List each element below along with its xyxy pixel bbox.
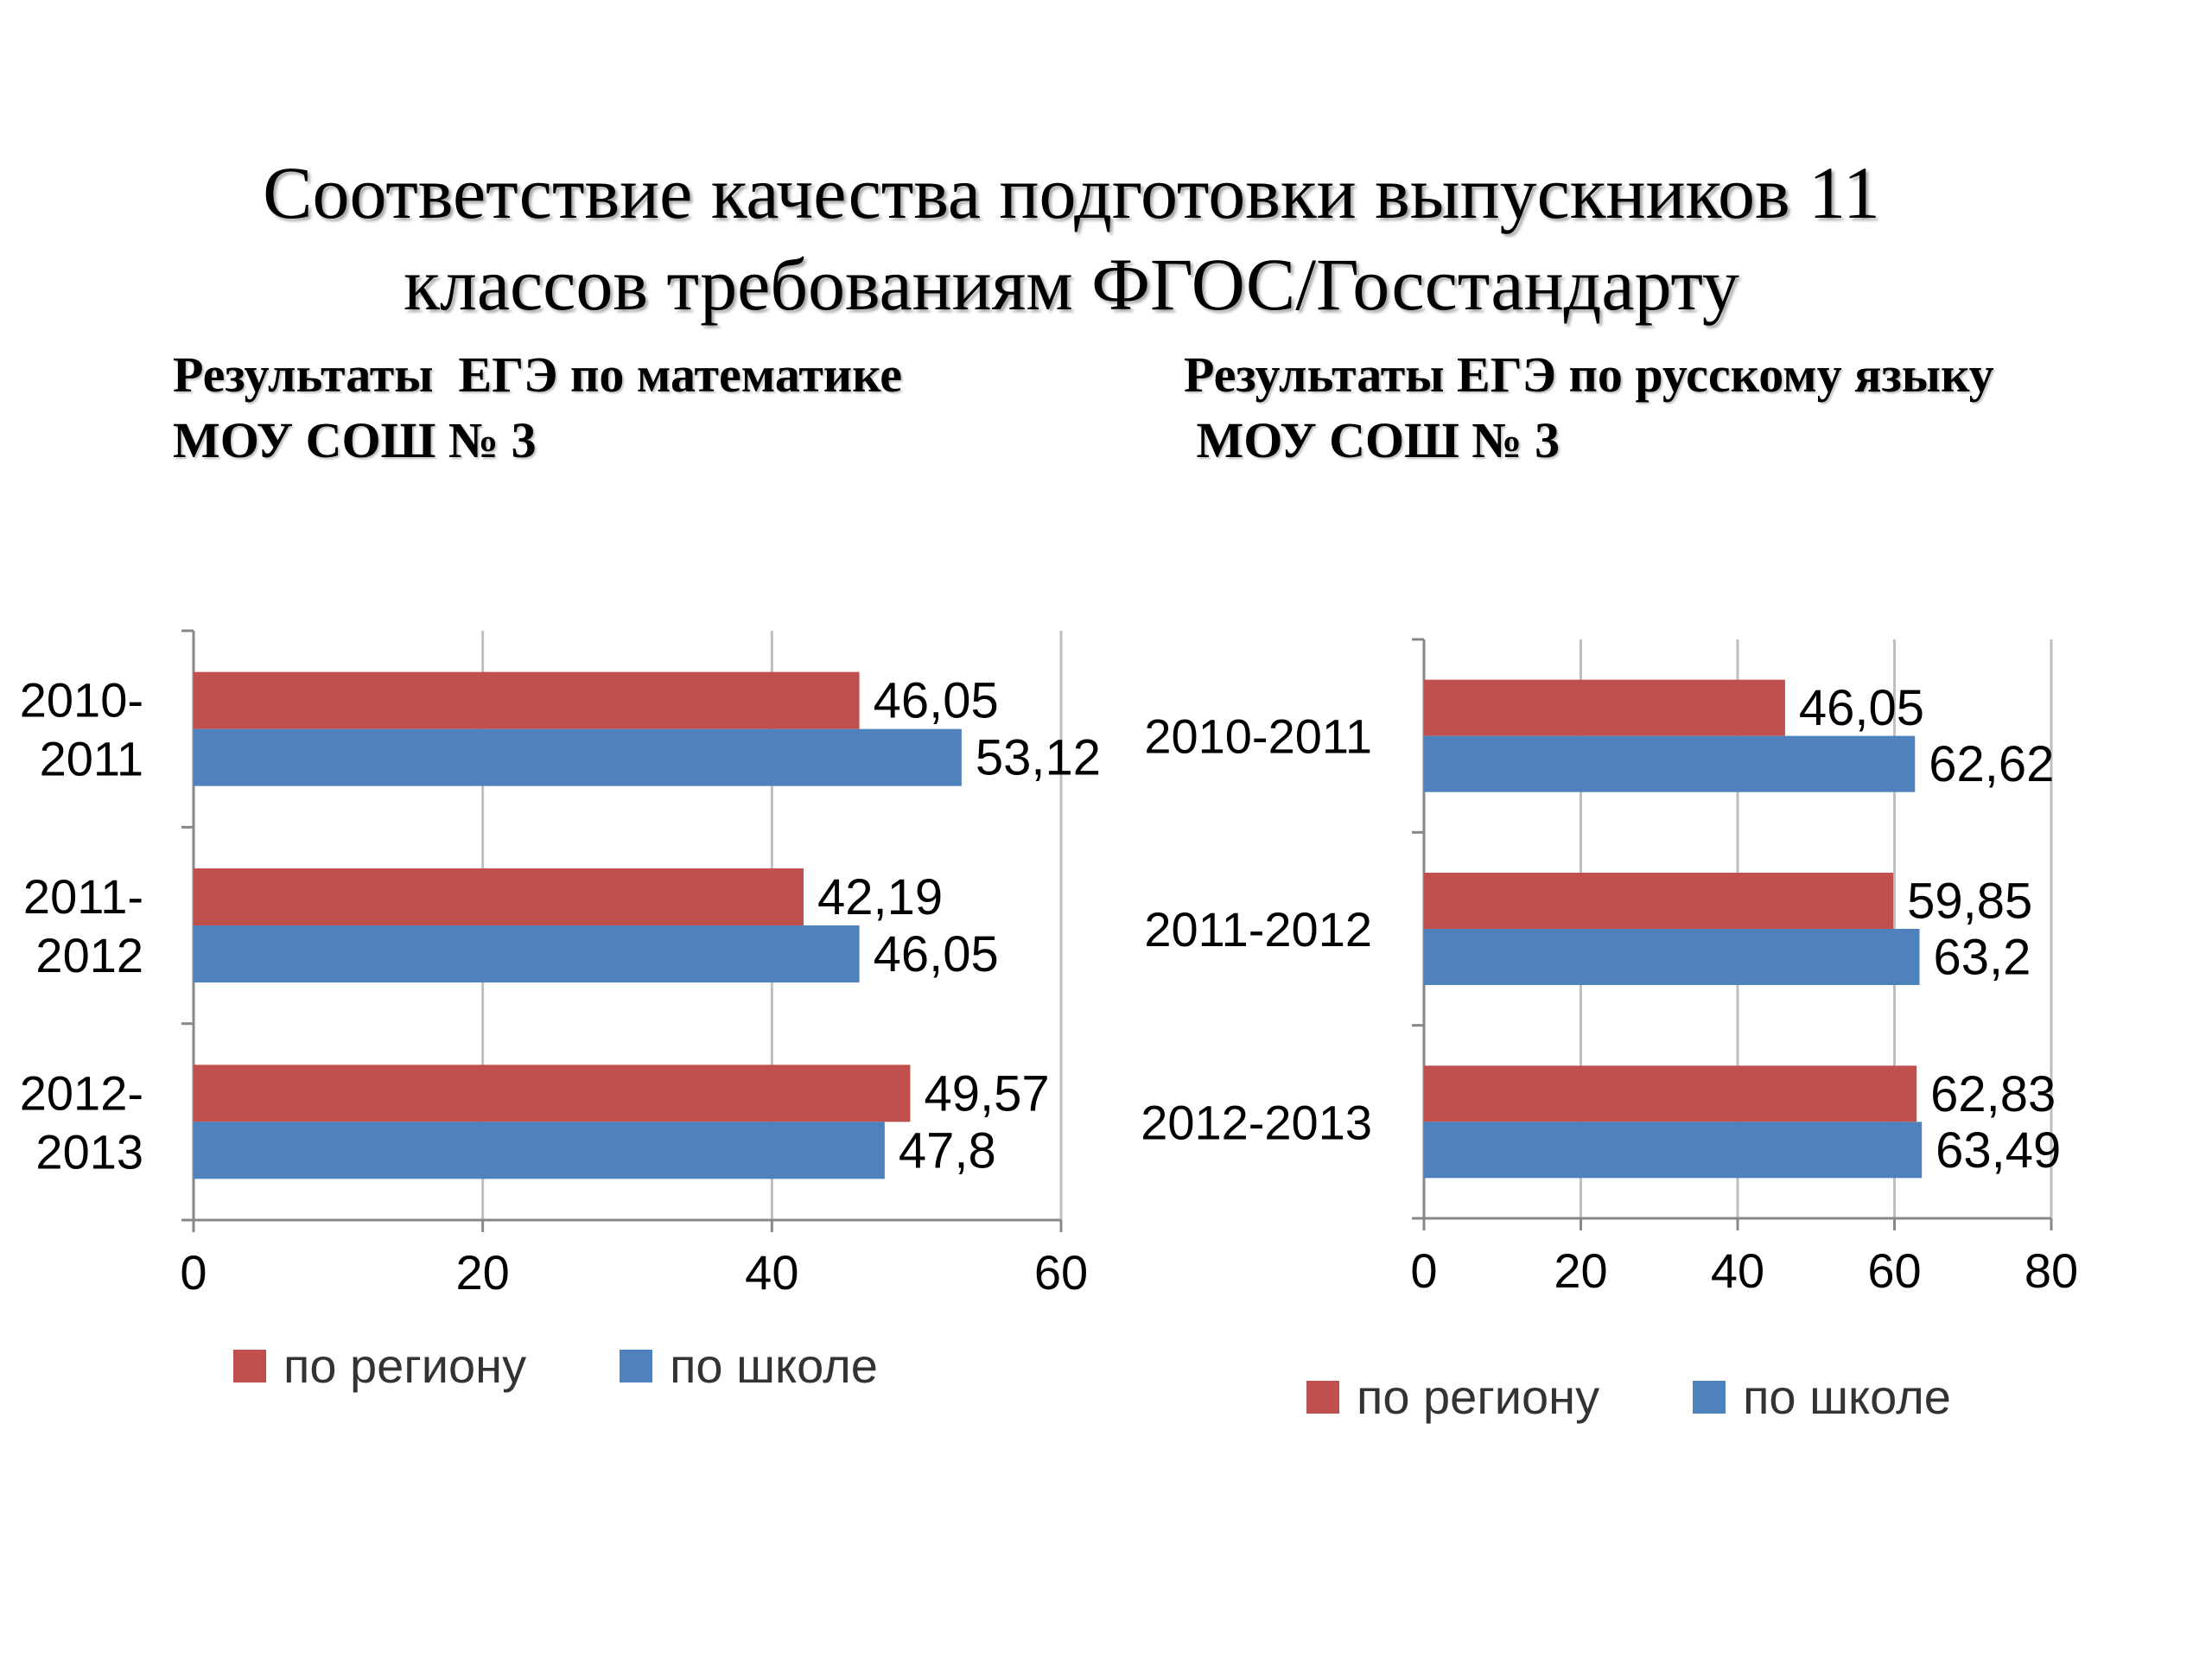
category-label: 2011-2012 <box>1144 902 1372 957</box>
data-label: 63,2 <box>1934 930 2031 986</box>
legend-item-school: по школе <box>620 1338 878 1394</box>
legend-item-region: по региону <box>1306 1369 1599 1425</box>
x-tick-label: 0 <box>1410 1243 1437 1298</box>
data-label: 46,05 <box>874 673 999 729</box>
title-line-2: классов требованиям ФГОС/Госстандарту <box>404 243 1739 326</box>
category-label: 2012- <box>20 1065 143 1120</box>
math-chart-subtitle: Результаты ЕГЭ по математике МОУ СОШ № 3 <box>173 342 902 474</box>
page-title: Соответствие качества подготовки выпускн… <box>0 147 2143 330</box>
x-tick-label: 20 <box>456 1245 510 1300</box>
x-tick-label: 60 <box>1034 1245 1088 1300</box>
bar <box>194 868 804 925</box>
legend-swatch-region <box>1306 1380 1339 1414</box>
legend-label-school: по школе <box>1743 1370 1951 1424</box>
russian-subtitle-line-2: МОУ СОШ № 3 <box>1184 412 1560 468</box>
legend-swatch-region <box>233 1349 266 1382</box>
math-chart-legend: по региону по школе <box>233 1338 971 1394</box>
data-label: 62,83 <box>1930 1066 2056 1122</box>
legend-item-region: по региону <box>233 1338 526 1394</box>
legend-item-school: по школе <box>1693 1369 1951 1425</box>
category-label: 2010-2011 <box>1144 709 1372 764</box>
bar <box>194 728 962 786</box>
category-label: 2012 <box>35 928 143 982</box>
math-subtitle-line-1: Результаты ЕГЭ по математике <box>173 346 902 403</box>
category-label: 2011 <box>40 732 143 786</box>
data-label: 46,05 <box>1799 680 1924 736</box>
category-label: 2010- <box>20 673 143 728</box>
russian-subtitle-line-1: Результаты ЕГЭ по русскому языку <box>1184 346 1994 403</box>
data-label: 59,85 <box>1907 874 2032 930</box>
bar <box>1424 1122 1923 1179</box>
data-label: 42,19 <box>817 869 943 925</box>
bar <box>1424 929 1920 985</box>
legend-swatch-school <box>620 1349 653 1382</box>
bar <box>1424 735 1916 792</box>
data-label: 46,05 <box>874 926 999 982</box>
x-tick-label: 60 <box>1867 1243 1921 1298</box>
data-label: 63,49 <box>1936 1122 2061 1179</box>
bar <box>1424 679 1785 736</box>
bar <box>1424 873 1894 929</box>
math-subtitle-line-2: МОУ СОШ № 3 <box>173 412 537 468</box>
data-label: 49,57 <box>924 1065 1049 1122</box>
bar <box>194 925 860 982</box>
russian-chart-subtitle: Результаты ЕГЭ по русскому языку МОУ СОШ… <box>1184 342 1994 474</box>
data-label: 62,62 <box>1929 736 2054 792</box>
bar <box>194 1065 911 1122</box>
x-tick-label: 0 <box>180 1245 207 1300</box>
category-label: 2011- <box>23 869 143 924</box>
legend-swatch-school <box>1693 1380 1726 1414</box>
x-tick-label: 80 <box>2024 1243 2078 1298</box>
category-label: 2013 <box>35 1124 143 1179</box>
legend-label-region: по региону <box>1357 1370 1600 1424</box>
bar <box>194 1122 885 1179</box>
legend-label-school: по школе <box>670 1338 878 1393</box>
title-line-1: Соответствие качества подготовки выпускн… <box>263 151 1880 234</box>
x-tick-label: 40 <box>1711 1243 1764 1298</box>
legend-label-region: по региону <box>283 1338 527 1393</box>
russian-chart-legend: по региону по школе <box>1306 1369 2044 1425</box>
x-tick-label: 20 <box>1554 1243 1607 1298</box>
data-label: 53,12 <box>976 730 1101 786</box>
bar <box>194 671 860 729</box>
x-tick-label: 40 <box>745 1245 798 1300</box>
data-label: 47,8 <box>899 1122 996 1179</box>
bar <box>1424 1065 1917 1122</box>
category-label: 2012-2013 <box>1141 1095 1372 1149</box>
